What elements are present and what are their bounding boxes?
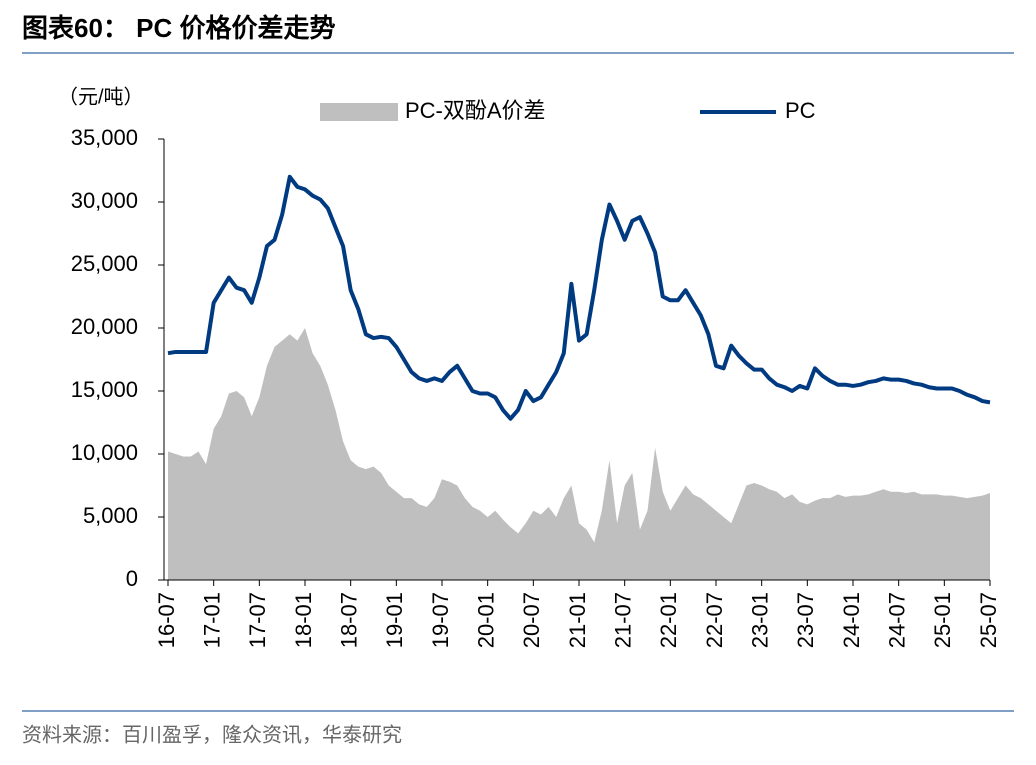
x-tick-label: 25-07 [976,592,1001,648]
y-tick-label: 0 [126,566,138,591]
x-tick-label: 17-01 [199,592,224,648]
x-tick-label: 22-07 [702,592,727,648]
x-tick-label: 18-01 [291,592,316,648]
x-tick-label: 24-07 [884,592,909,648]
y-tick-label: 15,000 [71,377,138,402]
y-tick-label: 30,000 [71,188,138,213]
x-tick-label: 25-01 [930,592,955,648]
x-tick-label: 21-01 [565,592,590,648]
line [167,174,991,421]
y-tick-label: 20,000 [71,314,138,339]
x-tick-label: 16-07 [154,592,179,648]
y-tick-label: 25,000 [71,251,138,276]
legend-swatch [320,103,398,121]
x-tick-label: 21-07 [610,592,635,648]
x-tick-label: 20-01 [473,592,498,648]
x-tick-label: 17-07 [245,592,270,648]
legend-label: PC [785,98,816,123]
x-tick-label: 19-01 [382,592,407,648]
y-tick-label: 10,000 [71,440,138,465]
x-tick-label: 18-07 [336,592,361,648]
x-tick-label: 23-01 [747,592,772,648]
x-tick-label: 23-07 [793,592,818,648]
y-tick-label: 5,000 [83,503,138,528]
y-tick-label: 35,000 [71,125,138,150]
y-axis-label: （元/吨） [58,85,144,108]
x-tick-label: 20-07 [519,592,544,648]
x-tick-label: 19-07 [428,592,453,648]
source: 资料来源：百川盈孚，隆众资讯，华泰研究 [22,723,402,746]
x-tick-label: 22-01 [656,592,681,648]
x-tick-label: 24-01 [839,592,864,648]
area [168,328,990,580]
chart-title: 图表60： PC 价格价差走势 [22,13,336,43]
legend-label: PC-双酚A价差 [405,98,546,123]
